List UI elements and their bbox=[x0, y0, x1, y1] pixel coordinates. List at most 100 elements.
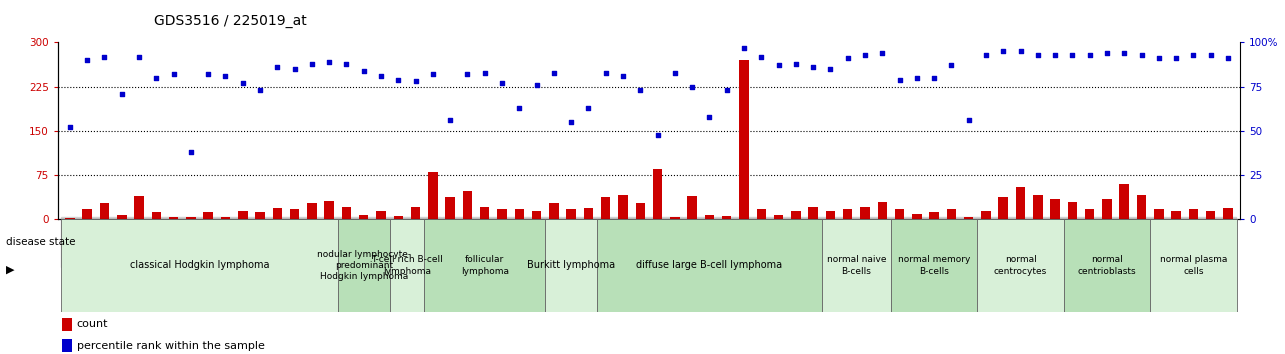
Bar bbox=[377, 211, 386, 219]
Bar bbox=[1223, 208, 1232, 219]
Bar bbox=[82, 209, 93, 219]
Point bbox=[94, 54, 114, 59]
Point bbox=[249, 87, 270, 93]
Point bbox=[1131, 52, 1151, 58]
Bar bbox=[272, 208, 283, 219]
Bar bbox=[1068, 202, 1077, 219]
Point bbox=[1183, 52, 1204, 58]
Bar bbox=[135, 196, 144, 219]
Text: T-cell rich B-cell
lymphoma: T-cell rich B-cell lymphoma bbox=[371, 256, 443, 275]
Bar bbox=[481, 206, 490, 219]
Bar bbox=[636, 203, 645, 219]
Bar bbox=[860, 206, 870, 219]
Point bbox=[319, 59, 339, 65]
Bar bbox=[757, 209, 766, 219]
Point bbox=[941, 63, 961, 68]
Point bbox=[578, 105, 599, 111]
Point bbox=[128, 54, 149, 59]
Point bbox=[284, 66, 305, 72]
Bar bbox=[891, 219, 978, 312]
Bar bbox=[463, 191, 472, 219]
Bar bbox=[583, 208, 594, 219]
Bar bbox=[929, 212, 939, 219]
Point bbox=[682, 84, 703, 90]
Point bbox=[163, 72, 184, 77]
Point bbox=[371, 73, 392, 79]
Point bbox=[734, 45, 754, 51]
Bar bbox=[964, 217, 974, 219]
Point bbox=[560, 119, 581, 125]
Point bbox=[838, 56, 858, 61]
Point bbox=[699, 114, 720, 120]
Text: ▶: ▶ bbox=[6, 265, 15, 275]
Bar bbox=[774, 215, 784, 219]
Bar bbox=[1205, 211, 1216, 219]
Point bbox=[112, 91, 132, 97]
Bar bbox=[324, 201, 334, 219]
Bar bbox=[338, 219, 389, 312]
Bar bbox=[998, 197, 1007, 219]
Bar bbox=[704, 215, 714, 219]
Point bbox=[1096, 50, 1117, 56]
Bar bbox=[342, 206, 351, 219]
Text: normal
centrocytes: normal centrocytes bbox=[993, 256, 1047, 275]
Bar bbox=[238, 211, 248, 219]
Bar bbox=[62, 339, 72, 352]
Point bbox=[613, 73, 634, 79]
Point bbox=[1010, 48, 1031, 54]
Bar bbox=[843, 209, 852, 219]
Bar bbox=[307, 203, 316, 219]
Point bbox=[544, 70, 564, 75]
Point bbox=[803, 64, 824, 70]
Bar bbox=[601, 197, 610, 219]
Bar bbox=[359, 215, 369, 219]
Bar bbox=[669, 217, 680, 219]
Point bbox=[527, 82, 547, 88]
Point bbox=[337, 61, 357, 67]
Text: count: count bbox=[77, 319, 108, 329]
Point bbox=[785, 61, 806, 67]
Bar bbox=[878, 202, 887, 219]
Point bbox=[664, 70, 685, 75]
Bar bbox=[567, 209, 576, 219]
Bar bbox=[1050, 199, 1060, 219]
Bar bbox=[411, 206, 420, 219]
Bar bbox=[722, 216, 731, 219]
Point bbox=[1200, 52, 1221, 58]
Bar bbox=[424, 219, 545, 312]
Point bbox=[1079, 52, 1100, 58]
Bar bbox=[947, 209, 956, 219]
Text: nodular lymphocyte-
predominant
Hodgkin lymphoma: nodular lymphocyte- predominant Hodgkin … bbox=[316, 250, 411, 281]
Bar bbox=[598, 219, 822, 312]
Bar bbox=[894, 209, 905, 219]
Bar bbox=[428, 172, 438, 219]
Text: normal naive
B-cells: normal naive B-cells bbox=[826, 256, 887, 275]
Bar bbox=[1150, 219, 1236, 312]
Bar bbox=[100, 203, 109, 219]
Point bbox=[924, 75, 944, 81]
Point bbox=[59, 125, 80, 130]
Point bbox=[906, 75, 926, 81]
Point bbox=[198, 72, 218, 77]
Point bbox=[1063, 52, 1083, 58]
Point bbox=[457, 72, 478, 77]
Bar bbox=[982, 211, 991, 219]
Point bbox=[889, 77, 910, 82]
Point bbox=[302, 61, 323, 67]
Bar bbox=[62, 318, 72, 331]
Bar bbox=[1015, 187, 1025, 219]
Bar bbox=[808, 206, 817, 219]
Point bbox=[768, 63, 789, 68]
Point bbox=[959, 118, 979, 123]
Point bbox=[405, 79, 425, 84]
Bar bbox=[62, 219, 338, 312]
Point bbox=[388, 77, 409, 82]
Bar bbox=[393, 216, 403, 219]
Bar bbox=[532, 211, 541, 219]
Bar bbox=[203, 212, 213, 219]
Text: diffuse large B-cell lymphoma: diffuse large B-cell lymphoma bbox=[636, 261, 783, 270]
Point bbox=[717, 87, 738, 93]
Point bbox=[353, 68, 374, 74]
Bar bbox=[618, 195, 628, 219]
Bar bbox=[822, 219, 891, 312]
